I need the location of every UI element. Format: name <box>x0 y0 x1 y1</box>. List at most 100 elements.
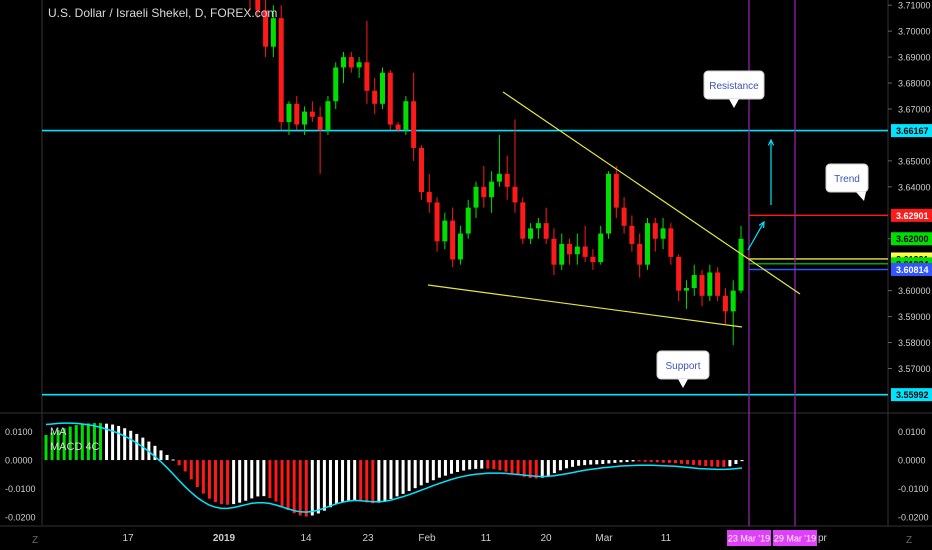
macd-bar <box>498 460 502 471</box>
macd-bar <box>207 460 211 499</box>
macd-bar <box>661 460 665 463</box>
macd-tick-label-left: -0.0200 <box>5 512 36 522</box>
price-tick-label: 3.67000 <box>898 104 931 114</box>
macd-bar <box>613 460 617 463</box>
macd-bar <box>734 460 738 465</box>
candle-body <box>590 256 596 263</box>
macd-bar <box>44 435 48 461</box>
macd-bar <box>353 460 357 501</box>
candle-body <box>730 290 736 312</box>
macd-bar <box>328 460 332 508</box>
candle-body <box>551 238 557 265</box>
macd-bar <box>456 460 460 472</box>
zoom-right-button[interactable]: Z <box>906 535 913 546</box>
price-tick-label: 3.69000 <box>898 53 931 63</box>
date-tag-label: 23 Mar '19 <box>728 534 770 544</box>
macd-bar <box>564 460 568 469</box>
macd-bar <box>740 460 744 462</box>
price-tick-label: 3.59000 <box>898 312 931 322</box>
price-tag-label: 3.62901 <box>896 211 929 221</box>
macd-bar <box>558 460 562 471</box>
macd-bar <box>673 460 677 464</box>
candle-body <box>559 243 565 265</box>
candle-body <box>535 223 541 229</box>
candle-body <box>489 181 495 198</box>
macd-bar <box>195 460 199 488</box>
macd-bar <box>619 460 623 463</box>
breakout-arrow-head <box>758 220 765 229</box>
macd-bar <box>425 460 429 483</box>
macd-bar <box>141 437 145 461</box>
macd-bar <box>401 460 405 494</box>
macd-bar <box>80 423 84 461</box>
upper-trendline <box>502 91 801 295</box>
macd-bar <box>105 423 109 461</box>
macd-bar <box>74 425 78 461</box>
macd-bar <box>589 460 593 465</box>
macd-bar <box>534 460 538 479</box>
macd-bar <box>413 460 417 489</box>
candle-body <box>465 207 471 234</box>
time-tick-label-partial: pr <box>818 533 828 544</box>
macd-bar <box>601 460 605 465</box>
annotations: Resistance Trend Support <box>656 70 869 388</box>
candle-body <box>691 275 697 289</box>
zoom-left-button[interactable]: Z <box>32 535 39 546</box>
candle-body <box>582 246 588 257</box>
price-tag-label: 3.66167 <box>896 126 929 136</box>
macd-bar <box>474 460 478 469</box>
macd-bar <box>383 460 387 501</box>
macd-bar <box>595 460 599 465</box>
candle-body <box>387 72 393 125</box>
macd-signal-line <box>45 422 743 513</box>
candle-body <box>411 101 417 148</box>
lower-trendline <box>427 284 743 328</box>
candle-body <box>699 275 705 296</box>
trend-callout-tail <box>856 192 866 201</box>
candle-body <box>309 111 315 117</box>
macd-bar <box>117 425 121 461</box>
macd-bar <box>292 460 296 514</box>
macd-bar <box>135 433 139 461</box>
macd-bar <box>298 460 302 516</box>
macd-bar <box>86 423 90 461</box>
target-arrow-head <box>767 138 775 146</box>
macd-tick-label-right: -0.0200 <box>898 512 929 522</box>
candle-body <box>442 220 448 242</box>
macd-bar <box>359 460 363 501</box>
candle-body <box>302 111 308 125</box>
macd-bar <box>268 460 272 499</box>
macd-bar <box>365 460 369 503</box>
macd-bar <box>50 432 54 461</box>
time-tick-label: 2019 <box>213 533 236 544</box>
macd-bar <box>649 460 653 463</box>
macd-panel <box>44 422 744 517</box>
macd-bar <box>244 460 248 501</box>
macd-bar <box>704 460 708 467</box>
candle-body <box>637 243 643 265</box>
time-tick-label: 11 <box>481 533 492 544</box>
candle-body <box>644 223 650 265</box>
macd-bar <box>371 460 375 504</box>
macd-bar <box>667 460 671 463</box>
macd-bar <box>286 460 290 511</box>
macd-bar <box>486 460 490 469</box>
macd-bar <box>92 423 96 461</box>
macd-bar <box>504 460 508 472</box>
time-tick-label: 20 <box>540 533 552 544</box>
date-tag-box <box>773 530 817 546</box>
macd-bar <box>583 460 587 466</box>
macd-label: MACD 4C <box>50 441 100 453</box>
macd-bar <box>492 460 496 470</box>
macd-bar <box>111 424 115 461</box>
price-tick-label: 3.68000 <box>898 79 931 89</box>
macd-bar <box>183 460 187 472</box>
price-tick-label: 3.70000 <box>898 27 931 37</box>
macd-bar <box>377 460 381 503</box>
macd-bar <box>274 460 278 502</box>
macd-bar <box>56 430 60 461</box>
candle-body <box>496 173 502 182</box>
resistance-callout-label: Resistance <box>709 81 759 92</box>
candle-body <box>348 57 354 68</box>
